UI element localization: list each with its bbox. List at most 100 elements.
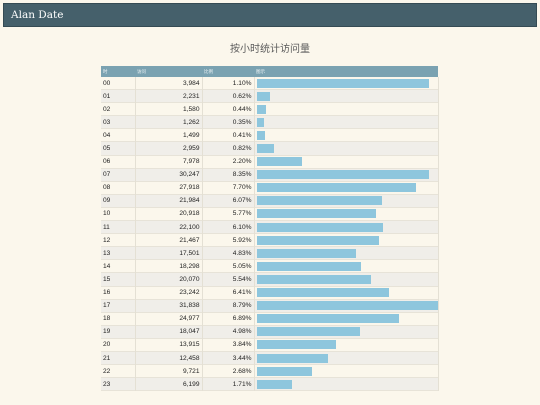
count-cell: 22,100: [135, 220, 203, 234]
column-header-hour: 时: [101, 66, 135, 77]
table-row: 05 2,959 0.82%: [101, 141, 439, 156]
percent-cell: 1.10%: [202, 77, 255, 90]
count-cell: 7,978: [135, 155, 203, 169]
table-row: 12 21,467 5.92%: [101, 233, 439, 247]
table-row: 17 31,838 8.79%: [101, 299, 439, 313]
bar-cell: [254, 89, 439, 103]
hour-cell: 12: [101, 233, 136, 247]
percent-cell: 6.07%: [202, 194, 255, 208]
hour-cell: 22: [101, 364, 136, 378]
table-header-row: 时 访问 比例 图示: [101, 66, 438, 77]
bar-cell: [254, 377, 439, 391]
percent-cell: 8.79%: [202, 299, 255, 313]
bar-cell: [254, 155, 439, 169]
hour-cell: 01: [101, 89, 136, 103]
hour-cell: 13: [101, 246, 136, 260]
hour-cell: 05: [101, 141, 136, 156]
hour-cell: 19: [101, 325, 136, 339]
count-cell: 27,918: [135, 181, 203, 195]
percent-cell: 6.89%: [202, 312, 255, 326]
percent-cell: 0.62%: [202, 89, 255, 103]
table-row: 16 23,242 6.41%: [101, 286, 439, 300]
table-row: 08 27,918 7.70%: [101, 181, 439, 195]
usage-bar: [256, 366, 312, 376]
count-cell: 3,984: [135, 77, 203, 90]
table-row: 10 20,918 5.77%: [101, 207, 439, 221]
usage-bar: [256, 301, 438, 311]
usage-bar: [256, 327, 360, 337]
table-row: 13 17,501 4.83%: [101, 246, 439, 260]
table-row: 00 3,984 1.10%: [101, 77, 439, 90]
usage-bar: [256, 91, 270, 101]
percent-cell: 5.92%: [202, 233, 255, 247]
bar-cell: [254, 259, 439, 273]
column-header-graph: 图示: [254, 66, 438, 77]
bar-cell: [254, 364, 439, 378]
count-cell: 13,915: [135, 338, 203, 352]
bar-cell: [254, 194, 439, 208]
hour-cell: 06: [101, 155, 136, 169]
usage-bar: [256, 209, 376, 219]
percent-cell: 5.77%: [202, 207, 255, 221]
percent-cell: 4.98%: [202, 325, 255, 339]
percent-cell: 4.83%: [202, 246, 255, 260]
hour-cell: 11: [101, 220, 136, 234]
count-cell: 18,298: [135, 259, 203, 273]
percent-cell: 0.35%: [202, 115, 255, 129]
usage-bar: [256, 117, 264, 127]
hour-cell: 00: [101, 77, 136, 90]
table-row: 19 18,047 4.98%: [101, 325, 439, 339]
count-cell: 20,918: [135, 207, 203, 221]
percent-cell: 0.41%: [202, 128, 255, 142]
bar-cell: [254, 233, 439, 247]
hour-cell: 09: [101, 194, 136, 208]
column-header-percent: 比例: [202, 66, 254, 77]
usage-bar: [256, 144, 274, 154]
table-row: 21 12,458 3.44%: [101, 351, 439, 365]
count-cell: 23,242: [135, 286, 203, 300]
bar-cell: [254, 115, 439, 129]
hour-cell: 16: [101, 286, 136, 300]
table-row: 14 18,298 5.05%: [101, 259, 439, 273]
usage-bar: [256, 248, 356, 258]
bar-cell: [254, 312, 439, 326]
table-row: 15 20,070 5.54%: [101, 272, 439, 286]
hour-cell: 21: [101, 351, 136, 365]
count-cell: 9,721: [135, 364, 203, 378]
count-cell: 30,247: [135, 168, 203, 182]
table-row: 23 6,199 1.71%: [101, 377, 439, 391]
count-cell: 20,070: [135, 272, 203, 286]
table-row: 07 30,247 8.35%: [101, 168, 439, 182]
table-row: 04 1,499 0.41%: [101, 128, 439, 142]
usage-bar: [256, 104, 266, 114]
usage-bar: [256, 379, 292, 389]
count-cell: 2,959: [135, 141, 203, 156]
percent-cell: 3.44%: [202, 351, 255, 365]
usage-bar: [256, 130, 265, 140]
table-row: 20 13,915 3.84%: [101, 338, 439, 352]
bar-cell: [254, 338, 439, 352]
table-row: 02 1,580 0.44%: [101, 102, 439, 116]
bar-cell: [254, 246, 439, 260]
bar-cell: [254, 77, 439, 90]
usage-bar: [256, 235, 379, 245]
bar-cell: [254, 102, 439, 116]
report-title: 按小时统计访问量: [230, 44, 310, 55]
hour-cell: 07: [101, 168, 136, 182]
hour-cell: 03: [101, 115, 136, 129]
table-row: 11 22,100 6.10%: [101, 220, 439, 234]
hour-cell: 10: [101, 207, 136, 221]
usage-bar: [256, 222, 383, 232]
percent-cell: 8.35%: [202, 168, 255, 182]
hour-cell: 02: [101, 102, 136, 116]
bar-cell: [254, 220, 439, 234]
count-cell: 21,467: [135, 233, 203, 247]
usage-bar: [256, 314, 399, 324]
usage-bar: [256, 274, 371, 284]
usage-bar: [256, 78, 429, 88]
app-header: Alan Date: [3, 3, 537, 27]
hour-cell: 15: [101, 272, 136, 286]
table-row: 01 2,231 0.62%: [101, 89, 439, 103]
app-title[interactable]: Alan Date: [11, 9, 64, 21]
bar-cell: [254, 207, 439, 221]
